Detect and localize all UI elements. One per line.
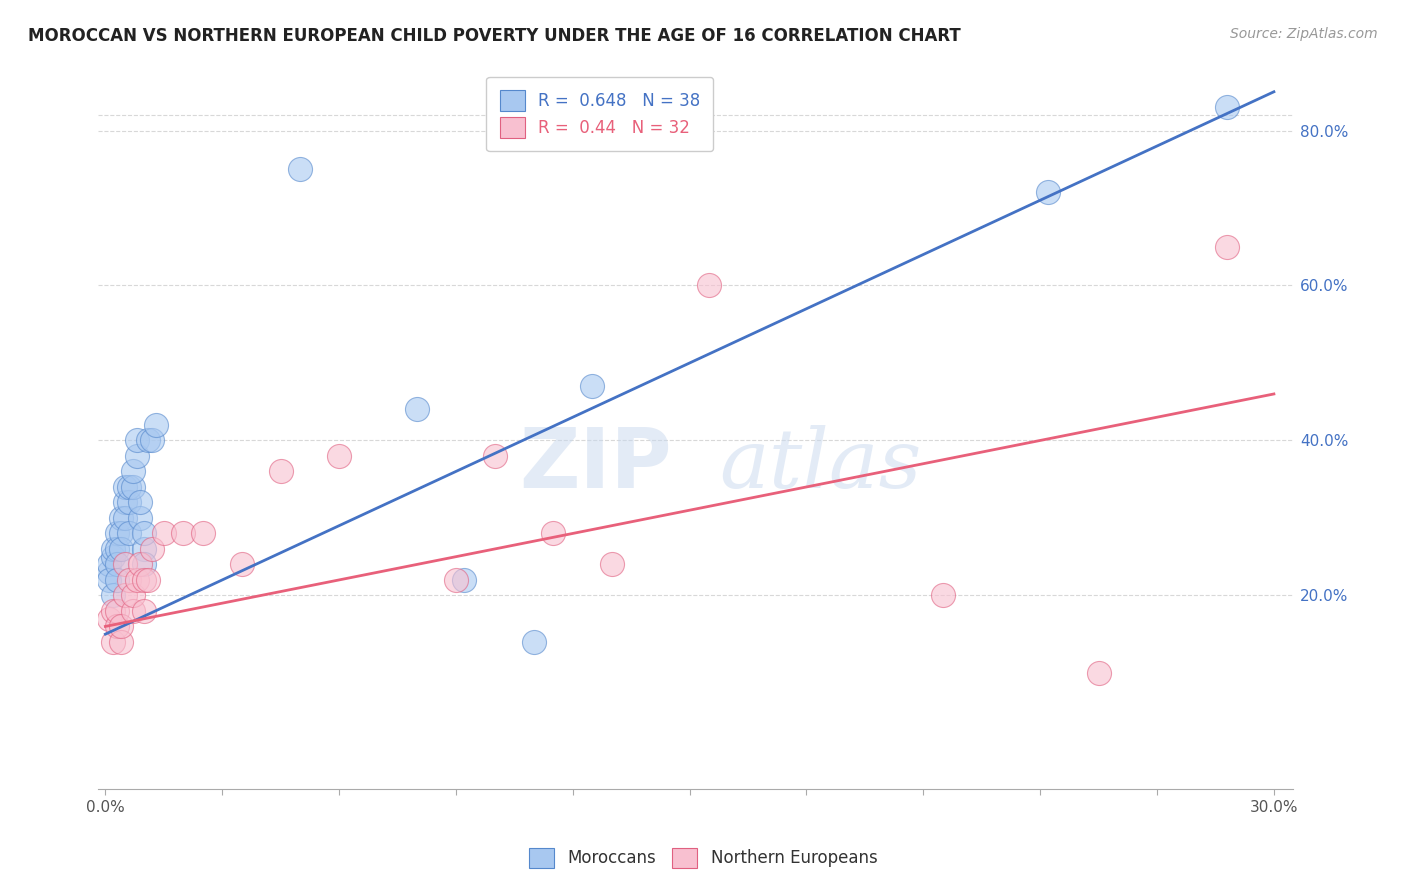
Point: [141, 541, 163, 556]
Point: [105, 558, 128, 572]
Point: [134, 604, 156, 618]
Text: MOROCCAN VS NORTHERN EUROPEAN CHILD POVERTY UNDER THE AGE OF 16 CORRELATION CHAR: MOROCCAN VS NORTHERN EUROPEAN CHILD POVE…: [28, 27, 960, 45]
Point: [98, 612, 121, 626]
Point: [101, 549, 124, 564]
Point: [288, 162, 311, 177]
Point: [141, 434, 163, 448]
Point: [101, 589, 124, 603]
Point: [118, 573, 141, 587]
Point: [129, 511, 152, 525]
Point: [406, 402, 429, 417]
Point: [581, 379, 603, 393]
Point: [134, 541, 156, 556]
Point: [118, 480, 141, 494]
Point: [145, 417, 167, 432]
Point: [134, 573, 156, 587]
Point: [172, 526, 194, 541]
Point: [932, 589, 955, 603]
Point: [191, 526, 214, 541]
Point: [231, 558, 253, 572]
Legend: Moroccans, Northern Europeans: Moroccans, Northern Europeans: [522, 841, 884, 875]
Point: [328, 449, 350, 463]
Point: [110, 635, 132, 649]
Point: [152, 526, 174, 541]
Point: [105, 541, 128, 556]
Point: [444, 573, 467, 587]
Point: [484, 449, 506, 463]
Point: [101, 541, 124, 556]
Point: [543, 526, 565, 541]
Point: [118, 526, 141, 541]
Point: [105, 573, 128, 587]
Point: [105, 604, 128, 618]
Point: [270, 465, 292, 479]
Point: [105, 619, 128, 633]
Point: [121, 604, 143, 618]
Point: [110, 511, 132, 525]
Point: [697, 278, 720, 293]
Point: [134, 558, 156, 572]
Point: [105, 526, 128, 541]
Point: [98, 558, 121, 572]
Text: ZIP: ZIP: [519, 425, 672, 506]
Point: [101, 604, 124, 618]
Point: [114, 495, 136, 509]
Text: atlas: atlas: [720, 425, 922, 505]
Point: [114, 558, 136, 572]
Point: [121, 480, 143, 494]
Point: [110, 619, 132, 633]
Legend: R =  0.648   N = 38, R =  0.44   N = 32: R = 0.648 N = 38, R = 0.44 N = 32: [486, 77, 713, 151]
Point: [101, 635, 124, 649]
Point: [114, 589, 136, 603]
Point: [129, 558, 152, 572]
Point: [98, 573, 121, 587]
Point: [453, 573, 475, 587]
Point: [136, 573, 159, 587]
Point: [1216, 100, 1239, 114]
Point: [600, 558, 623, 572]
Point: [523, 635, 546, 649]
Point: [121, 589, 143, 603]
Point: [1036, 186, 1059, 200]
Point: [110, 526, 132, 541]
Point: [125, 434, 148, 448]
Point: [121, 465, 143, 479]
Point: [110, 541, 132, 556]
Text: Source: ZipAtlas.com: Source: ZipAtlas.com: [1230, 27, 1378, 41]
Point: [118, 495, 141, 509]
Point: [114, 480, 136, 494]
Point: [1087, 665, 1109, 680]
Point: [134, 526, 156, 541]
Point: [114, 511, 136, 525]
Point: [1216, 240, 1239, 254]
Point: [136, 434, 159, 448]
Point: [125, 573, 148, 587]
Point: [125, 449, 148, 463]
Point: [98, 565, 121, 579]
Point: [129, 495, 152, 509]
